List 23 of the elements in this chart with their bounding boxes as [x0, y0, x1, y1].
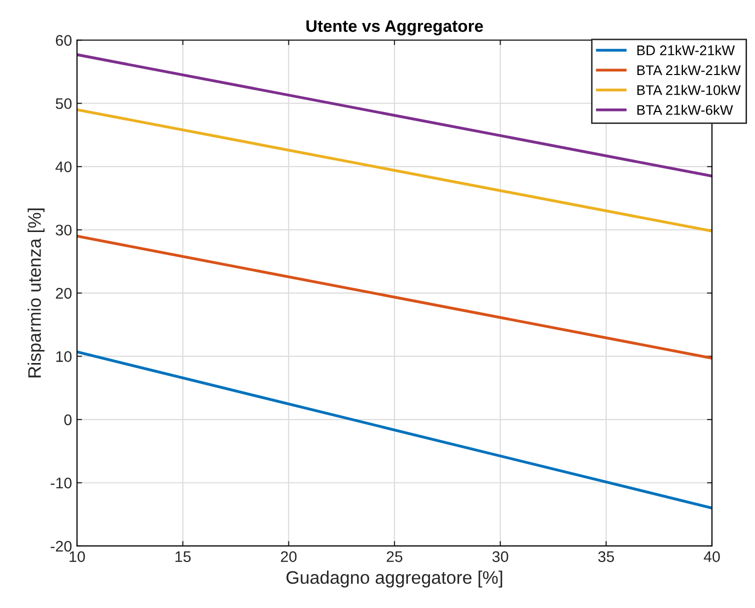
x-axis-title: Guadagno aggregatore [%] [286, 570, 502, 588]
y-tick-label: 50 [56, 98, 72, 110]
legend-label: BTA 21kW-6kW [637, 104, 733, 115]
legend-label: BD 21kW-21kW [637, 45, 735, 56]
y-axis-title: Risparmio utenza [%] [28, 208, 45, 378]
x-tick-label: 10 [70, 551, 85, 562]
y-tick-label: 60 [56, 34, 72, 46]
legend-label: BTA 21kW-10kW [637, 84, 741, 96]
chart-title: Utente vs Aggregatore [306, 20, 483, 36]
y-tick-label: -20 [50, 540, 72, 552]
x-tick-label: 35 [598, 551, 614, 562]
y-tick-label: 10 [56, 351, 72, 362]
x-tick-label: 30 [492, 551, 508, 562]
y-tick-label: 0 [64, 414, 72, 426]
x-tick-label: 40 [704, 551, 720, 562]
y-tick-label: 30 [56, 224, 72, 236]
x-tick-label: 20 [280, 551, 297, 562]
legend-label: BTA 21kW-21kW [637, 64, 741, 75]
y-tick-label: 20 [56, 288, 72, 299]
y-tick-label: -10 [50, 478, 72, 488]
x-tick-label: 15 [176, 551, 191, 562]
x-tick-label: 25 [386, 551, 402, 562]
y-tick-label: 40 [56, 161, 72, 172]
